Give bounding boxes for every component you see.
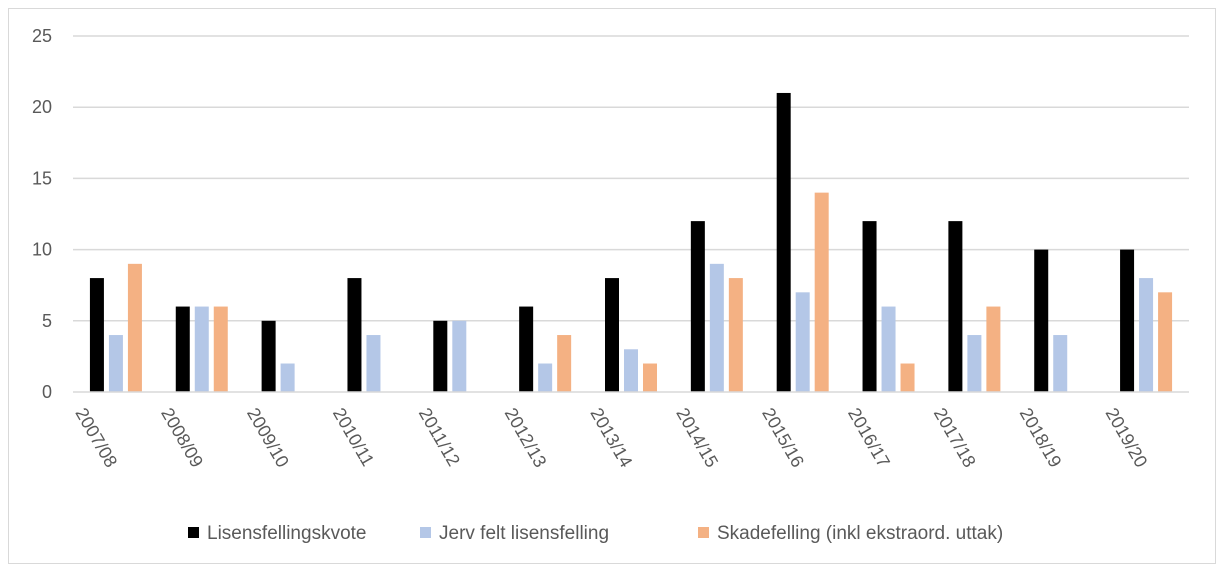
y-tick-label: 5 — [42, 311, 52, 331]
legend: Lisensfellingskvote Jerv felt lisensfelli… — [188, 523, 1003, 544]
bar-s2-2007-08 — [108, 335, 123, 392]
bar-s1-2012-13 — [519, 306, 534, 392]
bar-s1-2010-11 — [347, 278, 362, 392]
x-tick-label: 2009/10 — [243, 404, 293, 470]
bar-s3-2017-18 — [986, 306, 1001, 392]
legend-swatch-3 — [698, 527, 709, 538]
y-axis-ticks: 0 5 10 15 20 25 — [32, 26, 52, 402]
x-tick-label: 2008/09 — [157, 404, 207, 470]
y-tick-label: 20 — [32, 97, 52, 117]
x-axis-ticks: 2007/08 2008/09 2009/10 2010/11 2011/12 2012/… — [71, 404, 1151, 470]
x-tick-label: 2017/18 — [930, 404, 980, 470]
bar-s2-2009-10 — [280, 363, 295, 392]
bar-s1-2013-14 — [605, 278, 619, 392]
legend-label-1: Lisensfellingskvote — [207, 523, 366, 544]
legend-label-2: Jerv felt lisensfelling — [439, 523, 609, 544]
bar-s3-2016-17 — [900, 363, 915, 392]
y-tick-label: 0 — [42, 382, 52, 402]
bar-s2-2018-19 — [1053, 335, 1068, 392]
bar-s3-2008-09 — [213, 306, 228, 392]
bar-s3-2013-14 — [643, 363, 657, 392]
bar-s3-2015-16 — [814, 192, 829, 392]
x-tick-label: 2014/15 — [672, 404, 722, 470]
x-tick-label: 2007/08 — [71, 404, 121, 470]
x-tick-label: 2016/17 — [844, 404, 894, 470]
x-tick-label: 2013/14 — [586, 404, 636, 470]
bar-s2-2010-11 — [366, 335, 381, 392]
bar-s1-2008-09 — [175, 306, 190, 392]
bar-s1-2016-17 — [862, 221, 877, 392]
bar-s3-2014-15 — [728, 278, 743, 392]
bar-s1-2015-16 — [776, 92, 791, 393]
y-tick-label: 25 — [32, 26, 52, 46]
bar-s3-2019-20 — [1158, 292, 1173, 392]
bar-s1-2011-12 — [433, 320, 448, 392]
legend-label-3: Skadefelling (inkl ekstraord. uttak) — [717, 523, 1003, 544]
y-tick-label: 10 — [32, 240, 52, 260]
x-tick-label: 2015/16 — [758, 404, 808, 470]
bar-s1-2018-19 — [1034, 249, 1049, 392]
bar-s1-2009-10 — [261, 320, 276, 392]
bar-s2-2017-18 — [967, 335, 982, 392]
bar-s2-2013-14 — [624, 349, 638, 392]
bar-s1-2017-18 — [948, 221, 963, 392]
bar-s2-2014-15 — [709, 263, 724, 392]
bars — [89, 92, 1173, 393]
bar-s3-2007-08 — [127, 263, 142, 392]
bar-s2-2016-17 — [881, 306, 896, 392]
bar-s1-2007-08 — [89, 278, 104, 392]
bar-s1-2019-20 — [1120, 249, 1135, 392]
bar-s2-2012-13 — [538, 363, 553, 392]
bar-s2-2011-12 — [452, 320, 467, 392]
bar-s2-2008-09 — [194, 306, 209, 392]
bar-s2-2019-20 — [1139, 278, 1154, 392]
bar-s1-2014-15 — [690, 221, 705, 392]
legend-swatch-1 — [188, 527, 199, 538]
x-tick-label: 2018/19 — [1016, 404, 1066, 470]
bar-s3-2012-13 — [557, 335, 572, 392]
y-tick-label: 15 — [32, 168, 52, 188]
bar-s2-2015-16 — [795, 292, 810, 392]
legend-swatch-2 — [420, 527, 431, 538]
x-tick-label: 2010/11 — [329, 404, 378, 469]
gridlines — [73, 35, 1189, 322]
x-tick-label: 2011/12 — [415, 404, 464, 469]
x-tick-label: 2019/20 — [1102, 404, 1152, 470]
x-tick-label: 2012/13 — [501, 404, 551, 470]
